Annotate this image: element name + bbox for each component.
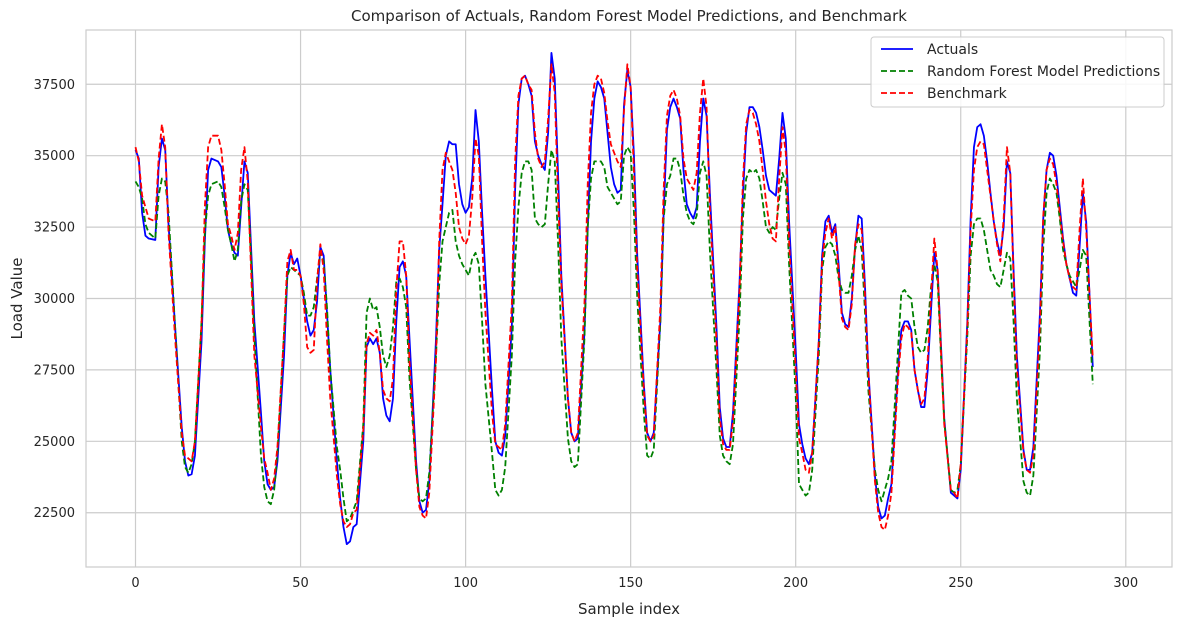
y-tick-label: 35000: [34, 149, 75, 164]
plot-frame: [85, 29, 1173, 568]
y-tick-label: 22500: [34, 506, 75, 521]
x-tick-label: 50: [292, 576, 309, 591]
series-line-3: [134, 63, 1094, 531]
x-tick-label: 0: [131, 576, 139, 591]
x-tick-label: 300: [1113, 576, 1138, 591]
grid: [86, 30, 1172, 567]
legend-label-2: Random Forest Model Predictions: [927, 64, 1160, 80]
y-tick-label: 25000: [34, 435, 75, 450]
y-axis-label: Load Value: [8, 258, 26, 340]
series-lines: [134, 51, 1094, 546]
x-tick-label: 150: [618, 576, 643, 591]
x-tick-label: 200: [783, 576, 808, 591]
x-axis-label: Sample index: [578, 600, 680, 618]
y-tick-label: 37500: [34, 78, 75, 93]
y-tick-label: 27500: [34, 363, 75, 378]
legend-box: [870, 36, 1165, 108]
x-tick-label: 100: [453, 576, 478, 591]
legend-label-1: Actuals: [927, 42, 978, 58]
legend-label-3: Benchmark: [927, 86, 1008, 102]
y-tick-label: 32500: [34, 221, 75, 236]
x-tick-label: 250: [948, 576, 973, 591]
legend: Actuals Random Forest Model Predictions Be…: [870, 36, 1165, 108]
chart-title: Comparison of Actuals, Random Forest Mod…: [351, 7, 907, 25]
y-tick-label: 30000: [34, 292, 75, 307]
series-line-1: [134, 51, 1094, 546]
tick-labels: 0 50 100 150 200 250 300 22500 25000 27500 30000 32…: [34, 78, 1139, 591]
